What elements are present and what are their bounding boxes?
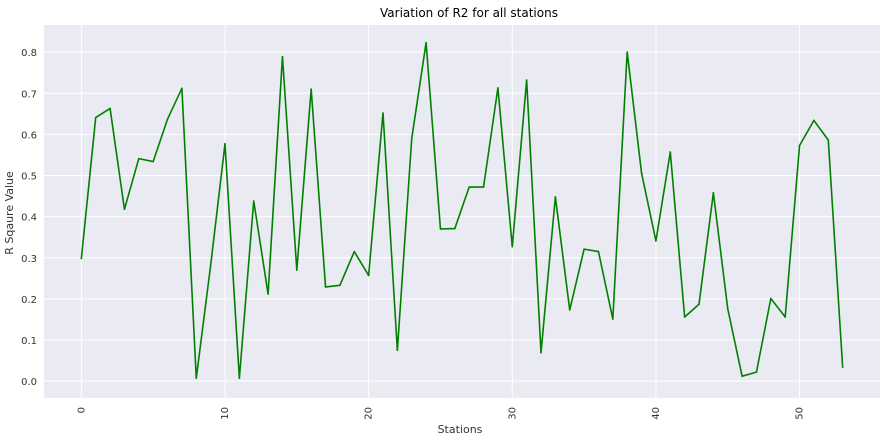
- data-point: [368, 275, 370, 277]
- data-point: [612, 318, 614, 320]
- y-tick-label: 0.3: [21, 254, 37, 265]
- data-point: [253, 200, 255, 202]
- data-point: [124, 208, 126, 210]
- x-tick-label: 0: [76, 407, 87, 413]
- data-point: [239, 377, 241, 379]
- data-point: [138, 158, 140, 160]
- data-point: [756, 371, 758, 373]
- data-point: [95, 117, 97, 119]
- data-point: [267, 293, 269, 295]
- data-point: [296, 269, 298, 271]
- chart-title: Variation of R2 for all stations: [380, 6, 558, 20]
- data-point: [152, 161, 154, 163]
- data-point: [210, 265, 212, 267]
- data-point: [382, 112, 384, 114]
- data-point: [813, 120, 815, 122]
- data-point: [195, 377, 197, 379]
- data-point: [784, 316, 786, 318]
- y-tick-label: 0.2: [21, 295, 37, 306]
- y-axis-label: R Sqaure Value: [3, 171, 16, 255]
- x-tick-label: 30: [507, 407, 518, 420]
- data-point: [497, 87, 499, 89]
- data-point: [109, 108, 111, 110]
- data-point: [641, 172, 643, 174]
- y-tick-label: 0.5: [21, 172, 37, 183]
- data-point: [181, 88, 183, 90]
- x-tick-label: 40: [651, 407, 662, 420]
- data-point: [425, 42, 427, 44]
- data-point: [684, 316, 686, 318]
- data-point: [310, 88, 312, 90]
- y-tick-label: 0.0: [21, 377, 37, 388]
- data-point: [827, 139, 829, 141]
- data-point: [224, 143, 226, 145]
- data-point: [770, 298, 772, 300]
- data-point: [468, 186, 470, 188]
- data-point: [741, 375, 743, 377]
- data-point: [526, 79, 528, 81]
- data-point: [353, 251, 355, 253]
- data-point: [81, 258, 83, 260]
- data-point: [655, 240, 657, 242]
- y-tick-label: 0.7: [21, 89, 37, 100]
- data-point: [325, 286, 327, 288]
- y-tick-label: 0.4: [21, 213, 37, 224]
- data-point: [842, 366, 844, 368]
- y-tick-label: 0.1: [21, 336, 37, 347]
- data-point: [282, 56, 284, 58]
- data-point: [727, 308, 729, 310]
- data-point: [626, 51, 628, 53]
- data-point: [669, 151, 671, 153]
- y-tick-label: 0.6: [21, 130, 37, 141]
- data-point: [713, 192, 715, 194]
- data-point: [511, 246, 513, 248]
- plot-background: [44, 25, 880, 398]
- x-tick-label: 20: [364, 407, 375, 420]
- y-tick-label: 0.8: [21, 48, 37, 59]
- data-point: [698, 303, 700, 305]
- data-point: [411, 138, 413, 140]
- data-point: [540, 352, 542, 354]
- data-point: [583, 248, 585, 250]
- data-point: [167, 118, 169, 120]
- data-point: [483, 186, 485, 188]
- data-point: [598, 251, 600, 253]
- data-point: [397, 350, 399, 352]
- data-point: [799, 145, 801, 147]
- data-point: [440, 228, 442, 230]
- data-point: [454, 228, 456, 230]
- data-point: [555, 196, 557, 198]
- x-axis-label: Stations: [438, 423, 483, 436]
- x-tick-label: 10: [220, 407, 231, 420]
- data-point: [339, 285, 341, 287]
- x-tick-label: 50: [795, 407, 806, 420]
- data-point: [569, 309, 571, 311]
